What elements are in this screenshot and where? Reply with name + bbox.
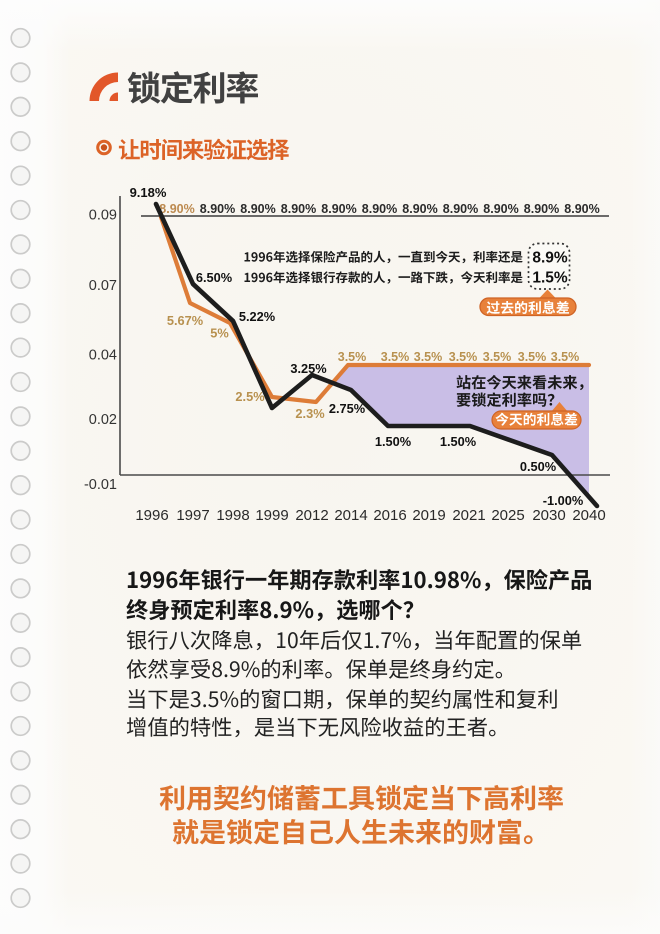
svg-text:-0.01: -0.01 [84,477,117,493]
svg-text:2012: 2012 [295,507,328,524]
svg-text:8.90%: 8.90% [240,202,275,216]
svg-text:3.5%: 3.5% [414,350,443,364]
svg-text:3.5%: 3.5% [551,350,580,364]
svg-text:0.02: 0.02 [89,412,117,428]
svg-text:0.07: 0.07 [89,278,117,294]
svg-text:2.5%: 2.5% [235,389,265,404]
svg-text:8.9%: 8.9% [532,250,568,267]
svg-text:2014: 2014 [334,507,367,524]
svg-text:2030: 2030 [532,507,565,524]
svg-text:5.67%: 5.67% [167,313,204,328]
svg-text:2021: 2021 [452,507,485,524]
svg-text:0.09: 0.09 [89,208,117,224]
svg-text:-1.00%: -1.00% [543,493,584,508]
svg-text:1999: 1999 [255,507,288,524]
svg-text:3.5%: 3.5% [483,350,512,364]
svg-text:5%: 5% [210,326,229,341]
svg-text:2.3%: 2.3% [295,406,325,421]
svg-text:5.22%: 5.22% [239,309,276,324]
svg-text:8.90%: 8.90% [402,202,437,216]
svg-text:8.90%: 8.90% [281,202,316,216]
svg-text:8.90%: 8.90% [321,202,356,216]
svg-text:1997: 1997 [176,507,209,524]
svg-text:1998: 1998 [216,507,249,524]
svg-text:1.5%: 1.5% [532,270,568,287]
svg-text:8.90%: 8.90% [443,202,478,216]
svg-text:8.90%: 8.90% [564,202,599,216]
svg-text:2016: 2016 [373,507,406,524]
svg-text:6.50%: 6.50% [196,270,233,285]
svg-text:1996: 1996 [135,507,168,524]
svg-text:2019: 2019 [412,507,445,524]
svg-text:3.5%: 3.5% [338,350,367,364]
svg-text:3.5%: 3.5% [518,350,547,364]
svg-text:3.25%: 3.25% [290,361,327,376]
svg-text:3.5%: 3.5% [449,350,478,364]
svg-text:0.50%: 0.50% [520,459,557,474]
svg-text:1.50%: 1.50% [440,434,477,449]
svg-text:3.5%: 3.5% [381,350,410,364]
svg-text:9.18%: 9.18% [130,185,167,200]
svg-text:8.90%: 8.90% [483,202,518,216]
svg-text:8.90%: 8.90% [200,202,235,216]
svg-text:2.75%: 2.75% [329,401,366,416]
svg-text:1.50%: 1.50% [375,434,412,449]
svg-text:8.90%: 8.90% [362,202,397,216]
svg-text:0.04: 0.04 [89,348,117,364]
svg-text:8.90%: 8.90% [159,202,194,216]
svg-text:8.90%: 8.90% [524,202,559,216]
svg-text:2025: 2025 [491,507,524,524]
svg-text:2040: 2040 [572,507,605,524]
